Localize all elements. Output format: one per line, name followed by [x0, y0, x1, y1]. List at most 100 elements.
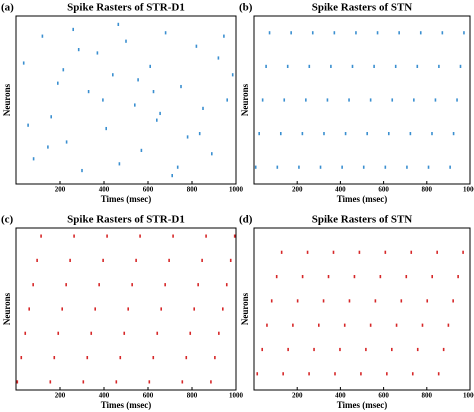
spike: [413, 98, 415, 102]
spike: [137, 78, 139, 82]
spike: [369, 323, 372, 327]
spike: [280, 250, 283, 254]
x-tick-label: 400: [99, 186, 110, 194]
spike: [410, 250, 413, 254]
spike: [275, 275, 278, 279]
spike: [117, 22, 120, 26]
y-axis-label: Neurons: [240, 292, 250, 325]
spike: [233, 234, 236, 238]
spike: [222, 307, 224, 311]
spike: [24, 331, 27, 335]
spike: [65, 140, 68, 144]
spike: [168, 258, 170, 262]
panel-label: (b): [239, 2, 253, 14]
spike: [326, 98, 329, 102]
spike: [462, 250, 464, 254]
spike: [217, 56, 220, 60]
spike: [171, 174, 173, 178]
plot-frame: [253, 15, 471, 185]
spike: [405, 275, 408, 279]
spike: [279, 132, 282, 136]
spike: [333, 31, 336, 35]
spike: [276, 165, 279, 169]
spike: [28, 307, 30, 311]
spike: [411, 372, 414, 376]
plot-frame: [15, 15, 237, 185]
spike: [318, 323, 320, 327]
spike: [416, 64, 419, 68]
x-tick-label: 200: [292, 186, 303, 194]
spike: [77, 48, 80, 52]
spike: [261, 98, 264, 102]
x-tick-label: 400: [335, 392, 346, 400]
spike: [394, 64, 397, 68]
spike: [198, 132, 201, 136]
spike: [322, 299, 325, 303]
spike: [135, 258, 137, 262]
spike: [53, 356, 56, 360]
spike: [268, 31, 271, 35]
plot-frame: [253, 227, 471, 391]
spike: [332, 250, 335, 254]
panel: (a) Spike Rasters of STR-D1 Neurons 200 400 6…: [1, 2, 244, 205]
x-axis-label: Times (msec): [337, 400, 388, 410]
spike: [102, 98, 104, 102]
spike: [365, 347, 367, 352]
spike: [134, 103, 136, 107]
spike: [457, 275, 459, 279]
spike: [98, 283, 100, 287]
spike: [214, 356, 216, 360]
spike: [348, 299, 351, 303]
spike: [201, 258, 203, 262]
plot-frame: [15, 227, 237, 391]
spike: [22, 61, 25, 65]
spike: [69, 258, 71, 262]
spike: [189, 331, 192, 335]
spike: [344, 132, 347, 136]
spike: [197, 283, 199, 287]
spike: [176, 165, 179, 169]
spike: [384, 165, 387, 169]
spike: [270, 299, 273, 303]
panel: (c) Spike Rasters of STR-D1 Neurons 200 400 6…: [1, 214, 244, 411]
spike: [152, 356, 155, 360]
spike: [127, 307, 129, 311]
spike: [282, 372, 284, 376]
spike: [353, 275, 356, 279]
spike: [409, 132, 412, 136]
spike: [202, 106, 204, 110]
spike: [323, 132, 325, 136]
spike: [426, 299, 429, 303]
y-axis-label: Neurons: [240, 83, 250, 116]
spike: [47, 145, 49, 149]
x-tick-label: 800: [422, 186, 433, 194]
spike: [395, 323, 398, 327]
spike: [149, 64, 151, 68]
spike: [185, 356, 188, 360]
spike: [431, 275, 433, 279]
spike: [50, 115, 52, 119]
spike: [348, 98, 350, 102]
spike: [384, 250, 387, 254]
spike: [287, 347, 289, 352]
spike: [419, 31, 422, 35]
x-tick-label: 600: [378, 392, 389, 400]
spike: [223, 34, 225, 38]
x-tick-label: 200: [55, 186, 66, 194]
spike: [301, 132, 304, 136]
spike: [164, 283, 166, 287]
spike: [398, 31, 400, 35]
spike: [305, 98, 307, 102]
spike: [416, 347, 419, 352]
spike: [218, 331, 220, 335]
spike: [283, 98, 286, 102]
spike: [437, 372, 440, 376]
spike: [119, 356, 122, 360]
spike: [118, 162, 121, 166]
spike: [379, 275, 382, 279]
spike: [90, 331, 93, 335]
spike: [96, 51, 99, 55]
spike: [431, 132, 433, 136]
spike: [258, 132, 260, 136]
spike: [41, 34, 44, 38]
